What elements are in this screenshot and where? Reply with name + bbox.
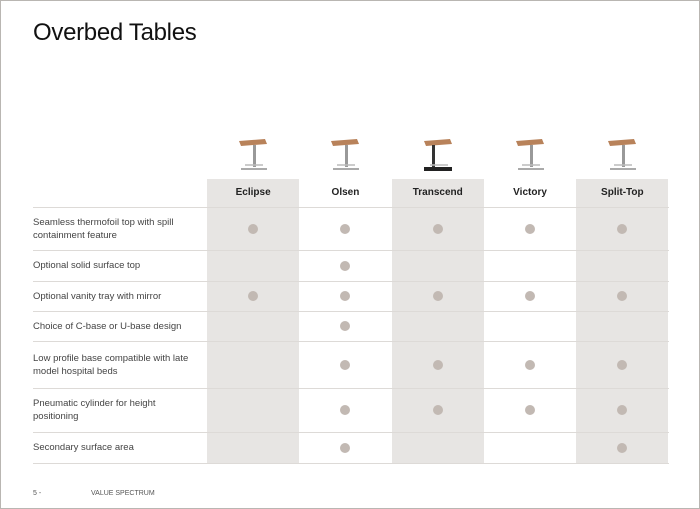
- feature-label: Optional solid surface top: [33, 260, 141, 271]
- product-image: [423, 139, 452, 171]
- column-shade: [207, 179, 300, 463]
- availability-dot: [525, 405, 536, 415]
- footer-label: VALUE SPECTRUM: [91, 490, 155, 497]
- availability-dot: [617, 442, 628, 453]
- row-rule: [33, 311, 669, 312]
- availability-dot: [340, 442, 351, 453]
- row-rule: [33, 250, 669, 251]
- availability-dot: [617, 359, 628, 370]
- availability-dot: [432, 359, 443, 370]
- availability-dot: [248, 223, 259, 234]
- availability-dot: [525, 359, 536, 370]
- column-header: Victory: [513, 187, 547, 198]
- availability-dot: [617, 223, 628, 234]
- row-rule: [33, 207, 669, 208]
- availability-dot: [340, 260, 351, 271]
- feature-label: Optional vanity tray with mirror: [33, 290, 162, 302]
- feature-label: Seamless thermofoil top with spill conta…: [33, 216, 174, 241]
- column-header: Split-Top: [601, 187, 644, 198]
- feature-label: Pneumatic cylinder for height positionin…: [33, 398, 156, 422]
- availability-dot: [248, 291, 259, 301]
- row-rule: [33, 463, 669, 464]
- availability-dot: [617, 405, 628, 415]
- availability-dot: [340, 359, 351, 370]
- product-image: [239, 139, 268, 170]
- availability-dot: [525, 223, 536, 234]
- feature-label: Choice of C-base or U-base design: [33, 320, 182, 332]
- availability-dot: [432, 291, 443, 301]
- availability-dot: [340, 291, 351, 301]
- column-header: Olsen: [331, 187, 360, 198]
- feature-label: Low profile base compatible with late mo…: [33, 352, 189, 377]
- product-image: [331, 139, 360, 170]
- availability-dot: [525, 291, 536, 301]
- page-number: 5 -: [33, 490, 42, 497]
- product-image: [516, 139, 545, 170]
- product-image: [608, 139, 637, 170]
- column-shade: [391, 179, 484, 463]
- column-header: Eclipse: [235, 187, 271, 198]
- availability-dot: [432, 223, 443, 234]
- page-title: Overbed Tables: [33, 19, 197, 46]
- availability-dot: [340, 321, 351, 331]
- feature-label: Secondary surface area: [33, 442, 134, 453]
- column-header: Transcend: [412, 187, 463, 198]
- availability-dot: [617, 291, 628, 301]
- availability-dot: [340, 223, 351, 234]
- row-rule: [33, 388, 669, 389]
- row-rule: [33, 341, 669, 342]
- column-shade: [576, 179, 669, 463]
- availability-dot: [340, 405, 351, 415]
- row-rule: [33, 281, 669, 282]
- availability-dot: [432, 405, 443, 415]
- row-rule: [33, 432, 669, 433]
